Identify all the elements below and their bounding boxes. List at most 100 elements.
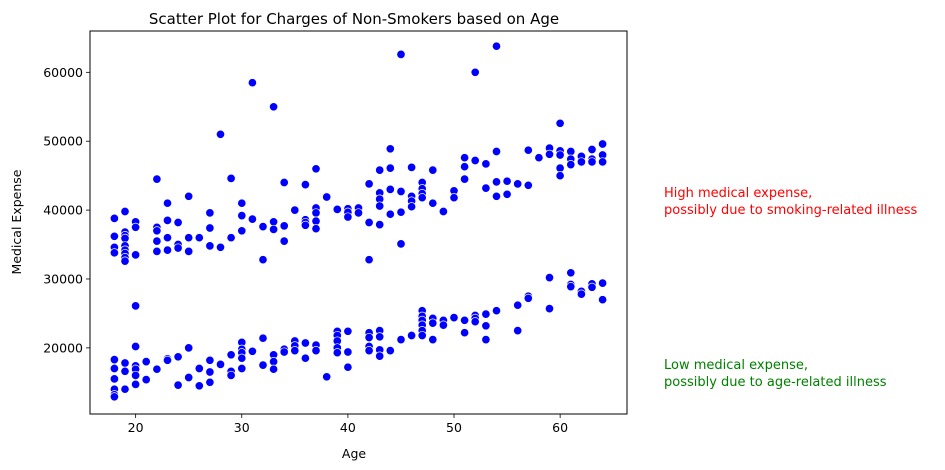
data-point xyxy=(407,330,417,341)
data-point xyxy=(598,157,608,167)
data-point xyxy=(449,193,459,203)
data-point xyxy=(215,242,226,252)
data-point xyxy=(258,255,268,265)
data-point xyxy=(258,333,268,343)
data-point xyxy=(311,224,321,234)
data-point xyxy=(311,208,321,218)
data-point xyxy=(184,246,194,256)
data-point xyxy=(375,351,385,361)
x-axis-ticks: 20 30 40 50 60 xyxy=(128,414,568,435)
data-point xyxy=(205,367,215,377)
x-tick-label: 20 xyxy=(128,420,144,435)
y-axis-label: Medical Expense xyxy=(9,169,24,274)
data-point xyxy=(109,392,119,402)
y-tick-label: 40000 xyxy=(43,203,83,218)
data-point xyxy=(375,332,385,342)
data-point xyxy=(428,198,438,208)
data-point xyxy=(215,129,226,139)
data-point xyxy=(396,207,406,217)
data-point xyxy=(131,370,141,380)
data-point xyxy=(364,217,374,228)
data-point xyxy=(173,217,183,228)
data-point xyxy=(205,241,215,251)
data-point xyxy=(300,220,310,230)
data-point xyxy=(470,67,480,77)
data-point xyxy=(173,243,183,253)
x-tick-label: 30 xyxy=(234,420,250,435)
y-tick-label: 60000 xyxy=(43,65,83,80)
data-point xyxy=(523,293,533,303)
data-point xyxy=(460,315,470,325)
data-point xyxy=(184,343,194,353)
data-point xyxy=(269,364,279,374)
data-point xyxy=(375,201,385,211)
data-point xyxy=(396,49,406,59)
data-point xyxy=(343,326,353,336)
data-point xyxy=(364,179,374,189)
y-tick-label: 30000 xyxy=(43,271,83,286)
annotation-high-line-2: possibly due to smoking-related illness xyxy=(664,203,918,218)
data-point xyxy=(470,155,480,166)
data-point xyxy=(269,217,279,227)
data-point xyxy=(385,346,395,356)
data-point xyxy=(523,145,533,155)
x-tick-label: 50 xyxy=(446,420,462,435)
data-point xyxy=(109,231,119,241)
data-point xyxy=(152,226,162,236)
data-point xyxy=(407,162,417,172)
data-point xyxy=(269,102,279,112)
data-point xyxy=(131,379,141,389)
data-point xyxy=(491,146,502,157)
data-point xyxy=(131,222,141,232)
data-point xyxy=(247,214,257,224)
data-point xyxy=(576,289,586,299)
data-point xyxy=(311,164,321,174)
data-point xyxy=(417,193,427,203)
data-point xyxy=(343,347,353,357)
data-point xyxy=(598,295,608,305)
data-point xyxy=(205,355,215,365)
annotation-high: High medical expense, possibly due to sm… xyxy=(664,186,918,218)
data-point xyxy=(566,268,576,278)
data-point xyxy=(109,374,119,384)
x-tick-label: 60 xyxy=(552,420,568,435)
data-point xyxy=(598,278,608,288)
data-point xyxy=(566,160,576,170)
data-point xyxy=(375,220,385,230)
points-layer xyxy=(109,41,608,402)
data-point xyxy=(152,246,162,256)
data-point xyxy=(184,372,194,383)
data-point xyxy=(555,150,565,160)
data-point xyxy=(576,157,586,167)
data-point xyxy=(237,226,247,236)
data-point xyxy=(290,205,300,215)
x-tick-label: 40 xyxy=(340,420,356,435)
data-point xyxy=(269,357,279,367)
data-point xyxy=(152,174,162,184)
data-point xyxy=(513,179,523,189)
data-point xyxy=(247,346,257,356)
data-point xyxy=(131,250,141,260)
data-point xyxy=(226,350,236,360)
data-point xyxy=(364,332,374,343)
data-point xyxy=(555,163,565,173)
data-point xyxy=(226,173,236,183)
data-point xyxy=(555,118,565,128)
data-point xyxy=(598,139,608,149)
data-point xyxy=(375,165,385,175)
data-point xyxy=(385,209,395,219)
data-point xyxy=(396,186,406,197)
data-point xyxy=(109,248,119,258)
data-point xyxy=(131,301,141,311)
data-point xyxy=(141,357,151,367)
x-axis-label: Age xyxy=(342,446,366,461)
data-point xyxy=(311,346,321,356)
data-point xyxy=(460,174,470,184)
data-point xyxy=(258,222,268,232)
data-point xyxy=(120,358,130,368)
data-point xyxy=(491,177,502,187)
data-point xyxy=(481,183,491,193)
data-point xyxy=(587,282,597,292)
y-axis-ticks: 20000 30000 40000 50000 60000 xyxy=(43,65,90,355)
data-point xyxy=(332,204,342,214)
